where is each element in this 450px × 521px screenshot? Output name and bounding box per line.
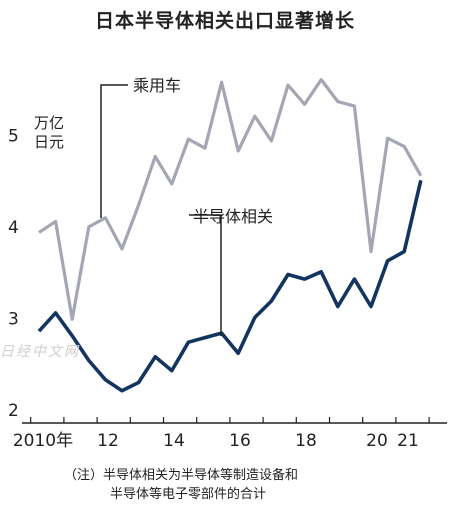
x-tick-marks (30, 417, 430, 423)
y-tick-label: 5 (8, 127, 19, 147)
x-tick-label: 18 (295, 431, 317, 451)
y-tick-label: 4 (8, 218, 19, 238)
x-tick-label: 12 (97, 431, 119, 451)
x-tick-label: 14 (163, 431, 185, 451)
y-tick-label: 2 (8, 401, 19, 421)
series-line-passenger-car (38, 77, 423, 321)
x-tick-label: 2010年 (13, 431, 73, 451)
footnote-line-1: （注）半导体相关为半导体等制造设备和 (64, 468, 299, 483)
annotation-leader-passenger-car (100, 84, 128, 218)
footnote: （注）半导体相关为半导体等制造设备和 半导体等电子零部件的合计 (64, 466, 298, 504)
x-tick-label: 20 (366, 431, 388, 451)
chart-title: 日本半导体相关出口显著增长 (94, 10, 355, 32)
footnote-line-2: 半导体等电子零部件的合计 (110, 487, 267, 502)
x-tick-labels: 2010年 12 14 16 18 20 21 (13, 431, 419, 451)
y-tick-label: 3 (8, 310, 19, 330)
y-tick-labels: 2 3 4 5 (8, 127, 19, 422)
y-unit-label-line2: 日元 (34, 133, 64, 151)
watermark: 日经中文网 (0, 344, 80, 360)
annotation-semiconductor: 半导体相关 (193, 207, 273, 226)
y-unit-label-line1: 万亿 (34, 114, 64, 132)
x-tick-label: 21 (397, 431, 419, 451)
series-line-semiconductor (37, 179, 423, 393)
x-tick-label: 16 (229, 431, 251, 451)
annotation-leader-semiconductor (189, 214, 222, 336)
annotation-passenger-car: 乘用车 (133, 76, 181, 95)
